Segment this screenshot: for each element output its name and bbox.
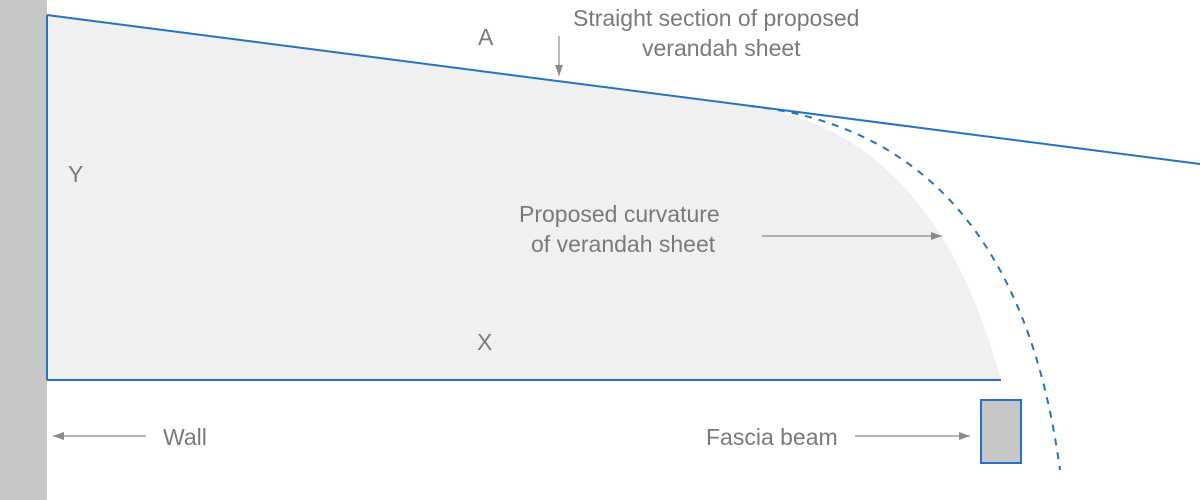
fascia-beam-rect xyxy=(981,400,1021,463)
label-straight-1: Straight section of proposed xyxy=(573,5,859,31)
arrow-straight-section-head xyxy=(555,65,563,76)
label-y: Y xyxy=(68,161,83,187)
wall-rect xyxy=(0,0,47,500)
label-curve-1: Proposed curvature xyxy=(519,201,720,227)
label-a: A xyxy=(478,24,494,50)
arrow-fascia-head xyxy=(959,432,970,440)
sheet-fill-region xyxy=(47,15,1001,380)
arrow-wall-head xyxy=(53,432,64,440)
label-curve-2: of verandah sheet xyxy=(531,231,716,257)
label-wall: Wall xyxy=(163,424,207,450)
label-straight-2: verandah sheet xyxy=(642,35,801,61)
label-fascia: Fascia beam xyxy=(706,424,838,450)
label-x: X xyxy=(477,329,492,355)
